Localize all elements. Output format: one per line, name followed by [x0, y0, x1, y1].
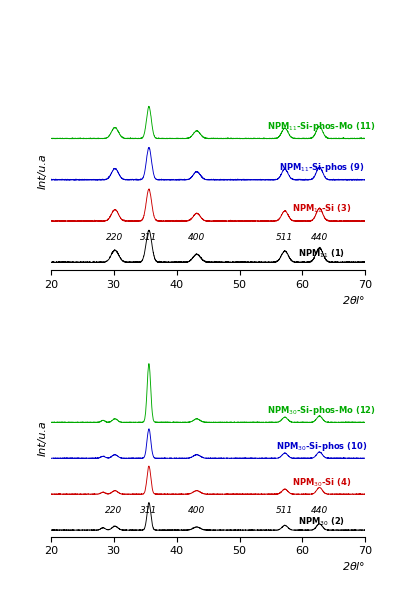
- Text: 440: 440: [310, 233, 327, 242]
- Text: 2θ$l$°: 2θ$l$°: [341, 560, 364, 572]
- Text: NPM$_{30}$-Si-phos-Mo (12): NPM$_{30}$-Si-phos-Mo (12): [266, 405, 375, 417]
- Text: 2θ$l$°: 2θ$l$°: [341, 294, 364, 306]
- Text: NPM$_{30}$-Si (4): NPM$_{30}$-Si (4): [291, 477, 350, 489]
- Text: 511: 511: [275, 506, 293, 515]
- Text: NPM$_{11}$-Si-phos (9): NPM$_{11}$-Si-phos (9): [278, 161, 363, 174]
- Text: 440: 440: [310, 506, 327, 515]
- Text: 511: 511: [275, 233, 293, 242]
- Text: 311: 311: [140, 506, 157, 515]
- Text: 220: 220: [105, 506, 122, 515]
- Text: NPM$_{30}$ (2): NPM$_{30}$ (2): [297, 515, 344, 528]
- Text: 220: 220: [106, 233, 123, 242]
- Text: NPM$_{11}$-Si-phos-Mo (11): NPM$_{11}$-Si-phos-Mo (11): [266, 120, 375, 133]
- Y-axis label: Int/u.a: Int/u.a: [38, 153, 48, 189]
- Y-axis label: Int/u.a: Int/u.a: [38, 420, 48, 456]
- Text: 400: 400: [188, 506, 205, 515]
- Text: 311: 311: [140, 233, 157, 242]
- Text: NPM$_{11}$-Si (3): NPM$_{11}$-Si (3): [291, 203, 350, 215]
- Text: 400: 400: [188, 233, 205, 242]
- Text: NPM$_{11}$ (1): NPM$_{11}$ (1): [297, 247, 344, 260]
- Text: NPM$_{30}$-Si-phos (10): NPM$_{30}$-Si-phos (10): [275, 440, 366, 453]
